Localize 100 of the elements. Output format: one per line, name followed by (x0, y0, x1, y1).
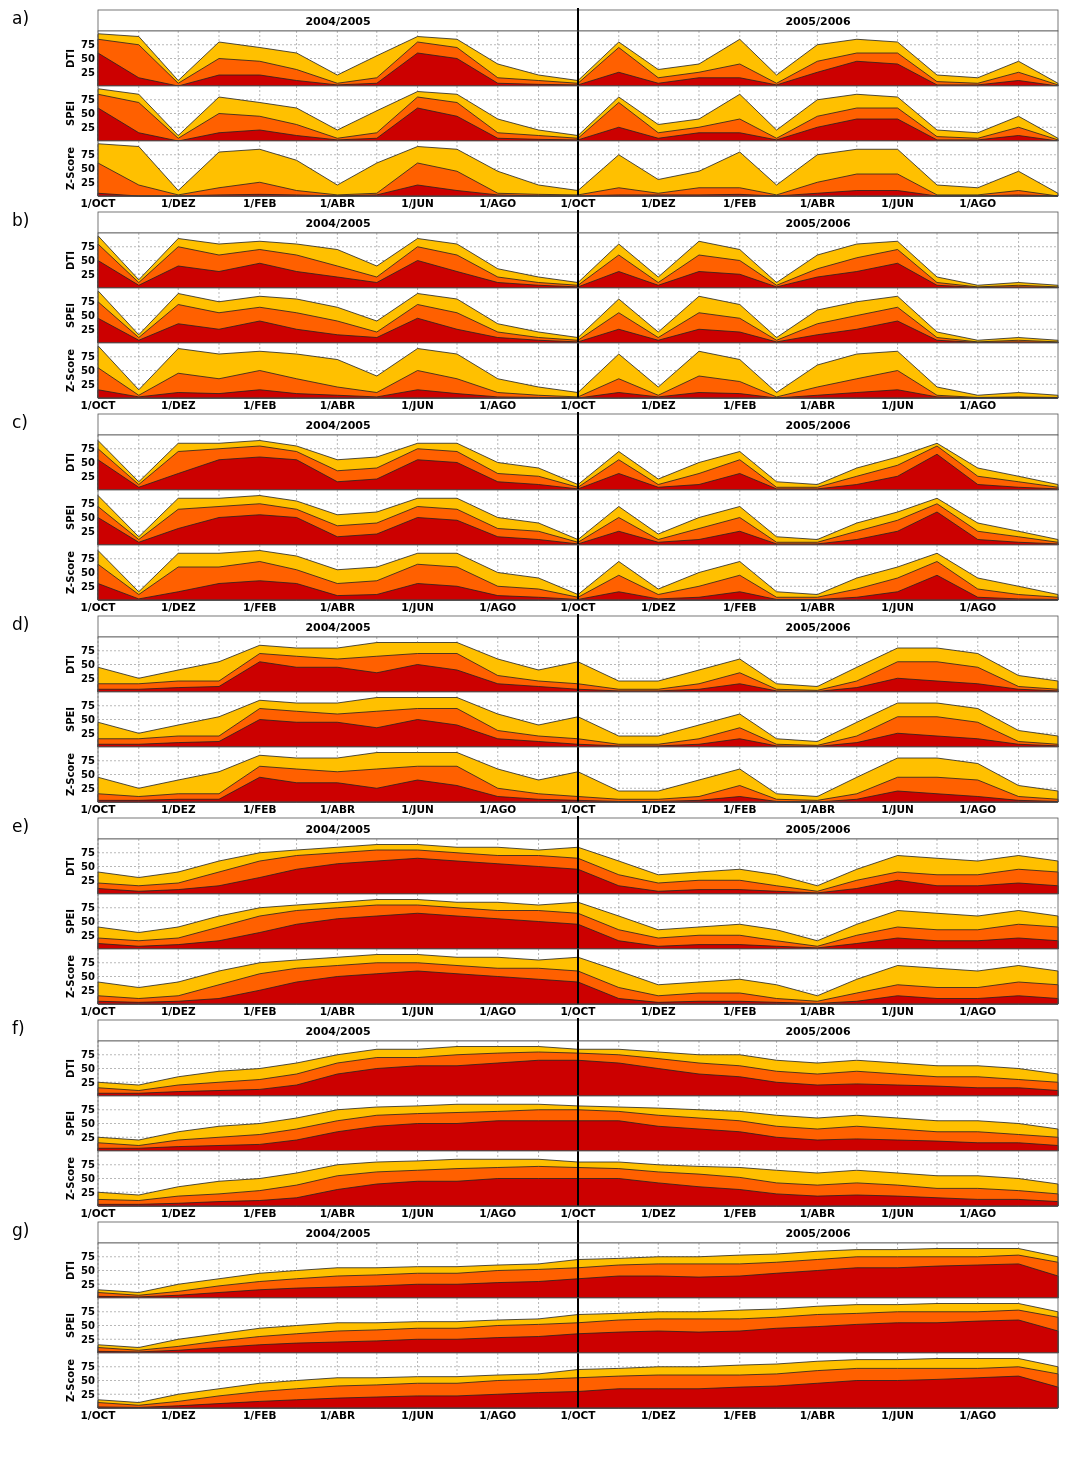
y-tick-label: 75 (81, 39, 96, 51)
x-tick-label: 1/OCT (560, 1409, 597, 1421)
x-tick-label: 1/FEB (723, 1005, 757, 1017)
y-axis-title: SPEI (65, 706, 76, 733)
y-tick-label: 75 (81, 1306, 96, 1318)
y-tick-label: 75 (81, 957, 96, 969)
x-tick-label: 1/DEZ (640, 1005, 676, 1017)
chart-title: a) (12, 8, 30, 28)
y-tick-label: 25 (81, 66, 96, 78)
y-tick-label: 25 (81, 580, 96, 592)
x-tick-label: 1/JUN (881, 1005, 914, 1017)
x-tick-label: 1/AGO (959, 1005, 997, 1017)
x-tick-label: 1/AGO (959, 399, 997, 411)
y-tick-label: 75 (81, 94, 96, 106)
text: 2005/2006 (785, 419, 851, 432)
y-tick-label: 50 (81, 512, 96, 523)
x-tick-label: 1/JUN (401, 1207, 434, 1219)
x-tick-label: 1/OCT (80, 1005, 117, 1017)
x-tick-label: 1/JUN (401, 803, 434, 815)
y-tick-label: 75 (81, 1159, 96, 1171)
x-tick-label: 1/ABR (319, 197, 356, 209)
x-tick-label: 1/FEB (723, 1409, 757, 1421)
x-tick-label: 1/OCT (560, 803, 597, 815)
y-tick-label: 25 (81, 1333, 96, 1345)
x-tick-label: 1/JUN (881, 1207, 914, 1219)
x-tick-label: 1/JUN (401, 1005, 434, 1017)
x-tick-label: 1/OCT (80, 601, 117, 613)
x-tick-label: 1/FEB (243, 1005, 277, 1017)
x-tick-label: 1/AGO (479, 601, 517, 613)
y-tick-label: 75 (81, 149, 96, 161)
chart-title: d) (12, 614, 30, 634)
x-tick-label: 1/JUN (401, 1409, 434, 1421)
y-tick-label: 25 (81, 929, 96, 941)
x-tick-label: 1/OCT (80, 197, 117, 209)
y-tick-label: 50 (81, 310, 96, 321)
y-tick-label: 25 (81, 268, 96, 280)
y-tick-label: 50 (81, 365, 96, 376)
x-tick-label: 1/ABR (799, 197, 836, 209)
y-tick-label: 25 (81, 176, 96, 188)
x-tick-label: 1/ABR (319, 1207, 356, 1219)
y-axis-title: Z-Score (65, 146, 76, 190)
y-tick-label: 50 (81, 53, 96, 64)
x-tick-label: 1/JUN (881, 399, 914, 411)
y-tick-label: 75 (81, 443, 96, 455)
x-tick-label: 1/ABR (799, 1005, 836, 1017)
chart-title: c) (12, 412, 28, 432)
x-tick-label: 1/AGO (479, 803, 517, 815)
text: 2005/2006 (785, 15, 851, 28)
text: 2005/2006 (785, 823, 851, 836)
y-tick-label: 25 (81, 525, 96, 537)
x-tick-label: 1/JUN (881, 1409, 914, 1421)
y-tick-label: 25 (81, 1131, 96, 1143)
y-tick-label: 25 (81, 672, 96, 684)
x-tick-label: 1/OCT (560, 1207, 597, 1219)
x-tick-label: 1/ABR (319, 399, 356, 411)
y-tick-label: 75 (81, 847, 96, 859)
x-tick-label: 1/OCT (560, 1005, 597, 1017)
y-axis-title: Z-Score (65, 348, 76, 392)
x-tick-label: 1/FEB (723, 399, 757, 411)
y-tick-label: 75 (81, 241, 96, 253)
x-tick-label: 1/DEZ (640, 601, 676, 613)
y-axis-title: DTI (65, 251, 76, 270)
x-tick-label: 1/DEZ (640, 1409, 676, 1421)
x-tick-label: 1/DEZ (640, 1207, 676, 1219)
x-tick-label: 1/ABR (799, 399, 836, 411)
y-tick-label: 50 (81, 1063, 96, 1074)
x-tick-label: 1/JUN (401, 197, 434, 209)
x-tick-label: 1/DEZ (160, 1207, 196, 1219)
y-axis-title: Z-Score (65, 550, 76, 594)
x-tick-label: 1/ABR (319, 1005, 356, 1017)
x-tick-label: 1/ABR (799, 803, 836, 815)
x-tick-label: 1/ABR (799, 601, 836, 613)
y-axis-title: Z-Score (65, 954, 76, 998)
x-tick-label: 1/DEZ (640, 803, 676, 815)
x-tick-label: 1/FEB (723, 1207, 757, 1219)
y-tick-label: 25 (81, 984, 96, 996)
x-tick-label: 1/AGO (959, 1207, 997, 1219)
y-axis-title: SPEI (65, 1110, 76, 1137)
y-tick-label: 50 (81, 1320, 96, 1331)
y-tick-label: 50 (81, 567, 96, 578)
x-tick-label: 1/DEZ (640, 197, 676, 209)
y-axis-title: DTI (65, 453, 76, 472)
y-axis-title: DTI (65, 49, 76, 68)
y-tick-label: 75 (81, 755, 96, 767)
y-tick-label: 75 (81, 351, 96, 363)
x-tick-label: 1/AGO (479, 1409, 517, 1421)
x-tick-label: 1/AGO (479, 399, 517, 411)
y-tick-label: 75 (81, 1049, 96, 1061)
x-tick-label: 1/AGO (959, 197, 997, 209)
y-tick-label: 50 (81, 714, 96, 725)
x-tick-label: 1/ABR (319, 803, 356, 815)
x-tick-label: 1/AGO (479, 1005, 517, 1017)
y-tick-label: 75 (81, 902, 96, 914)
y-tick-label: 25 (81, 874, 96, 886)
x-tick-label: 1/FEB (243, 601, 277, 613)
x-tick-label: 1/JUN (881, 197, 914, 209)
y-tick-label: 25 (81, 782, 96, 794)
x-tick-label: 1/DEZ (160, 1409, 196, 1421)
x-tick-label: 1/ABR (319, 1409, 356, 1421)
y-tick-label: 75 (81, 553, 96, 565)
